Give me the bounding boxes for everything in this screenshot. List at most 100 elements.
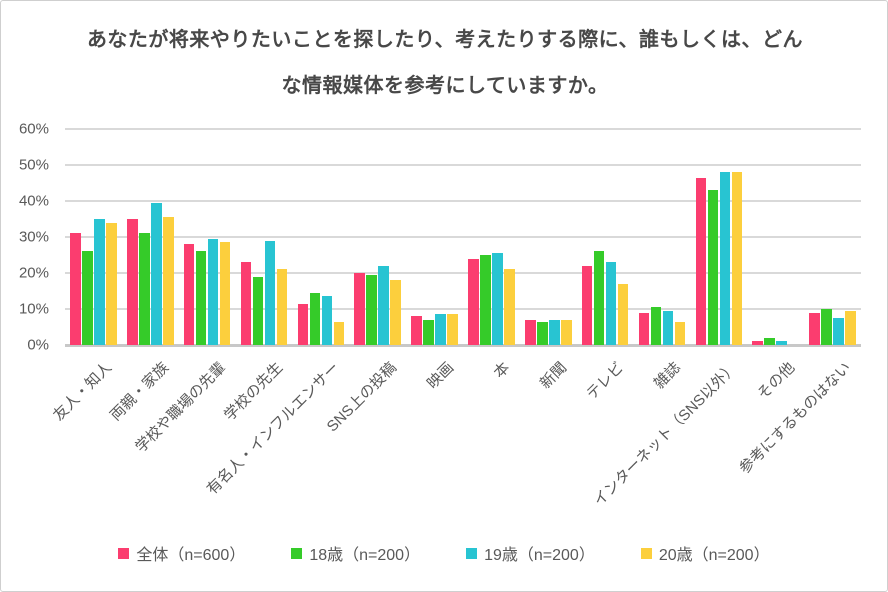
bar — [264, 240, 276, 345]
bar — [468, 258, 479, 345]
bar — [549, 319, 560, 345]
bar — [82, 251, 93, 345]
bar — [309, 292, 321, 345]
bar — [70, 233, 81, 345]
bar-group — [292, 129, 349, 345]
y-axis: 0% 10% 20% 30% 40% 50% 60% — [1, 121, 57, 354]
bar — [297, 303, 309, 345]
bar — [809, 312, 820, 345]
bar — [695, 177, 707, 345]
bar — [276, 269, 288, 345]
x-axis-category-label: その他 — [754, 359, 798, 403]
bar — [707, 190, 719, 345]
bar-group — [406, 129, 463, 345]
bar-group — [349, 129, 406, 345]
bar-group — [804, 129, 861, 345]
gridline — [65, 308, 861, 310]
chart-title: あなたが将来やりたいことを探したり、考えたりする際に、誰もしくは、どんな情報媒体… — [86, 29, 804, 97]
bar-group — [179, 129, 236, 345]
x-axis-category-label: 友人・知人 — [50, 359, 116, 425]
legend-swatch-icon — [118, 547, 130, 559]
bar-group — [577, 129, 634, 345]
y-axis-tick-label: 40% — [18, 192, 49, 210]
bar-group — [122, 129, 179, 345]
bar — [662, 310, 674, 345]
gridline — [65, 272, 861, 274]
bar — [252, 276, 264, 345]
bar — [593, 251, 605, 345]
bar — [447, 314, 458, 345]
bar — [752, 340, 763, 345]
gridline — [65, 200, 861, 202]
y-axis-tick-label: 10% — [18, 300, 49, 318]
bar — [525, 319, 536, 345]
bar-groups-container — [65, 129, 861, 345]
bar — [94, 219, 105, 345]
legend-label: 全体（n=600） — [136, 547, 246, 564]
bar-group — [747, 129, 804, 345]
bar-group — [634, 129, 691, 345]
bar — [492, 253, 503, 345]
legend-item: 18歳（n=200） — [291, 541, 420, 565]
gridline — [65, 128, 861, 130]
bar — [480, 255, 491, 345]
bar — [106, 222, 117, 345]
bar — [605, 262, 617, 345]
bar — [833, 318, 844, 345]
legend-label: 18歳（n=200） — [309, 547, 421, 564]
legend-item: 全体（n=600） — [118, 541, 245, 565]
bar — [674, 321, 686, 345]
bar — [504, 269, 515, 345]
y-axis-tick-label: 0% — [27, 336, 49, 354]
legend-label: 19歳（n=200） — [484, 547, 595, 564]
bar — [821, 309, 832, 345]
bar — [845, 310, 856, 345]
legend-item: 20歳（n=200） — [640, 541, 770, 565]
bar — [127, 219, 138, 345]
bar — [537, 321, 548, 345]
bar — [423, 319, 434, 345]
bar — [151, 202, 162, 345]
bar — [366, 274, 377, 345]
bar — [240, 262, 252, 345]
bar — [390, 280, 401, 345]
bar — [354, 273, 365, 345]
bar — [719, 172, 731, 345]
bar — [183, 244, 195, 345]
bar — [321, 296, 333, 345]
bar — [195, 251, 207, 345]
bar — [776, 341, 787, 345]
bar — [411, 316, 422, 345]
legend-item: 19歳（n=200） — [466, 541, 595, 565]
gridline — [65, 236, 861, 238]
bar — [638, 312, 650, 345]
x-axis-category-label: 映画 — [423, 359, 457, 393]
bar-group — [690, 129, 747, 345]
bar — [561, 319, 572, 345]
x-axis-category-label: 本 — [490, 359, 514, 382]
y-axis-tick-label: 50% — [18, 156, 49, 174]
bar — [731, 172, 743, 345]
x-axis: 友人・知人 両親・家族 学校や職場の先輩 学校の先生 有名人・インフルエンサー SNS上の… — [51, 347, 861, 525]
bar — [333, 321, 345, 345]
bar — [163, 217, 174, 345]
bar-group — [65, 129, 122, 345]
x-axis-line — [65, 344, 861, 347]
x-axis-category-label: 新聞 — [537, 359, 571, 393]
bar — [617, 283, 629, 345]
legend: 全体（n=600） 18歳（n=200） 19歳（n=200） 20歳（n=200） — [1, 541, 887, 565]
bar — [764, 337, 775, 345]
bar — [581, 265, 593, 345]
y-axis-tick-label: 20% — [18, 264, 49, 282]
x-axis-category-label: 雑誌 — [650, 359, 685, 393]
bar — [378, 265, 389, 345]
legend-swatch-icon — [291, 547, 303, 559]
bar — [650, 307, 662, 345]
bar-group — [236, 129, 293, 345]
x-axis-category-label: テレビ — [583, 359, 628, 403]
bar-group — [463, 129, 520, 345]
y-axis-tick-label: 30% — [18, 228, 49, 246]
bar — [139, 233, 150, 345]
legend-swatch-icon — [640, 547, 652, 559]
